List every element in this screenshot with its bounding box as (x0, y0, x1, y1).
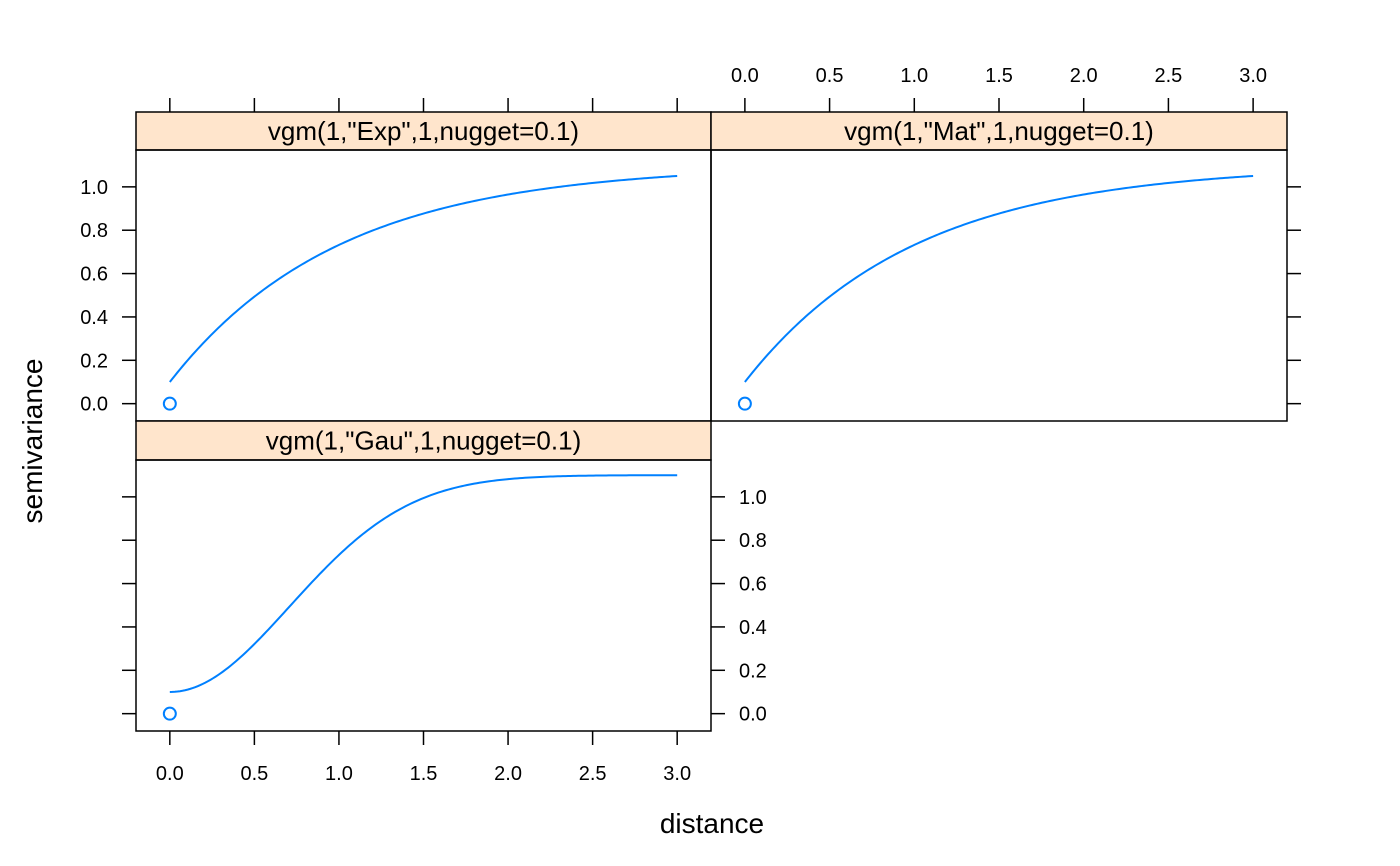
y-tick-label: 0.4 (80, 307, 108, 329)
y-axis-title: semivariance (17, 359, 48, 524)
panel-gau: vgm(1,"Gau",1,nugget=0.1) 0.0 0.5 1.0 1.5 2.0… (122, 420, 767, 785)
x-tick-label: 1.0 (900, 65, 928, 87)
x-tick-label: 3.0 (1239, 65, 1267, 87)
y-tick-label: 0.2 (739, 660, 767, 682)
x-tick-label: 2.5 (1155, 65, 1183, 87)
y-tick-label: 0.6 (80, 264, 108, 286)
x-tick-label: 2.5 (579, 763, 607, 785)
x-tick-label: 3.0 (663, 763, 691, 785)
strip-title: vgm(1,"Exp",1,nugget=0.1) (268, 116, 579, 146)
strip-title: vgm(1,"Gau",1,nugget=0.1) (266, 426, 581, 456)
panel-frame (710, 149, 1288, 422)
x-tick-label: 0.5 (816, 65, 844, 87)
strip-title: vgm(1,"Mat",1,nugget=0.1) (844, 116, 1154, 146)
panels-group: vgm(1,"Exp",1,nugget=0.1) 0.0 0.2 0.4 0.6 0.8… (80, 65, 1301, 785)
x-tick-label: 0.0 (731, 65, 759, 87)
panel-frame (135, 459, 712, 732)
x-tick-label: 0.5 (240, 763, 268, 785)
y-tick-label: 1.0 (739, 487, 767, 509)
panel-frame (135, 149, 712, 422)
variogram-model-curve (744, 174, 1254, 383)
x-tick-label: 0.0 (156, 763, 184, 785)
x-tick-label: 1.5 (410, 763, 438, 785)
y-tick-label: 0.4 (739, 617, 767, 639)
variogram-model-curve (169, 474, 678, 693)
y-tick-label: 0.0 (80, 394, 108, 416)
y-tick-label: 0.8 (739, 530, 767, 552)
panel-exp: vgm(1,"Exp",1,nugget=0.1) 0.0 0.2 0.4 0.6 0.8… (80, 98, 712, 422)
x-tick-label: 1.5 (985, 65, 1013, 87)
x-axis-title: distance (660, 808, 764, 839)
x-tick-label: 2.0 (494, 763, 522, 785)
y-tick-label: 0.8 (80, 220, 108, 242)
strip-background (135, 111, 712, 151)
data-point (162, 396, 177, 411)
y-tick-label: 1.0 (80, 177, 108, 199)
y-tick-label: 0.6 (739, 574, 767, 596)
x-tick-label: 1.0 (325, 763, 353, 785)
y-tick-label: 0.0 (739, 704, 767, 726)
data-point (162, 706, 177, 721)
panel-mat: vgm(1,"Mat",1,nugget=0.1) 0.0 0.5 1.0 1.5 2.0… (710, 65, 1301, 422)
x-tick-label: 2.0 (1070, 65, 1098, 87)
data-point (737, 396, 752, 411)
y-tick-label: 0.2 (80, 350, 108, 372)
variogram-model-curve (169, 174, 678, 383)
